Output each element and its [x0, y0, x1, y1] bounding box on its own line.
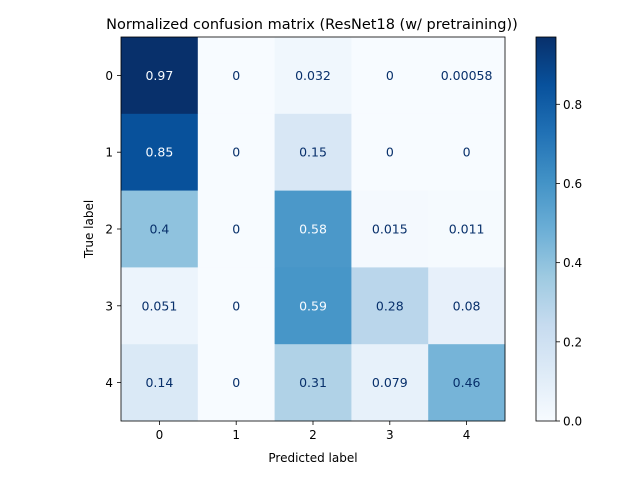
cell-value-label-4-4: 0.46	[453, 375, 481, 390]
cell-value-label-0-3: 0	[386, 68, 394, 83]
heatmap-cell-2-0	[121, 190, 199, 268]
cell-value-label-4-0: 0.14	[145, 375, 173, 390]
cell-value-label-1-3: 0	[386, 145, 394, 160]
heatmap-cell-0-4	[428, 37, 506, 115]
colorbar-tick-label-3: 0.6	[563, 177, 582, 191]
heatmap-cell-4-1	[197, 344, 275, 422]
heatmap-cell-2-3	[351, 190, 429, 268]
heatmap-cell-2-1	[197, 190, 275, 268]
heatmap-cell-3-1	[197, 267, 275, 345]
y-tick-label-2: 2	[105, 223, 113, 237]
colorbar-tick-label-0: 0.0	[563, 415, 582, 429]
heatmap-cell-labels: 0.97 0 0.032 0 0.00058 0.85 0 0.15 0 0 0.4 0 0.58 0.0…	[142, 68, 493, 390]
heatmap-cell-1-0	[121, 113, 199, 191]
heatmap-cell-0-1	[197, 37, 275, 115]
cell-value-label-1-0: 0.85	[145, 145, 173, 160]
cell-value-label-3-2: 0.59	[299, 298, 327, 313]
heatmap-cell-3-0	[121, 267, 199, 345]
heatmap-cell-0-0	[121, 37, 199, 115]
cell-value-label-0-0: 0.97	[145, 68, 173, 83]
heatmap-cell-4-2	[274, 344, 352, 422]
x-tick-label-3: 3	[386, 428, 394, 442]
y-axis-ticks: 0 1 2 3 4	[105, 69, 121, 390]
cell-value-label-2-2: 0.58	[299, 222, 327, 237]
cell-value-label-0-1: 0	[232, 68, 240, 83]
colorbar-tick-label-4: 0.8	[563, 98, 582, 112]
heatmap-cell-4-4	[428, 344, 506, 422]
x-tick-label-2: 2	[309, 428, 317, 442]
cell-value-label-3-1: 0	[232, 298, 240, 313]
cell-value-label-1-4: 0	[463, 145, 471, 160]
heatmap-cell-1-3	[351, 113, 429, 191]
heatmap-cell-3-2	[274, 267, 352, 345]
y-tick-label-4: 4	[105, 376, 113, 390]
colorbar-tick-label-1: 0.2	[563, 335, 582, 349]
y-axis-label: True label	[82, 200, 96, 259]
cell-value-label-1-1: 0	[232, 145, 240, 160]
cell-value-label-3-4: 0.08	[453, 298, 481, 313]
cell-value-label-0-4: 0.00058	[441, 68, 493, 83]
y-tick-label-3: 3	[105, 299, 113, 313]
heatmap-cell-0-2	[274, 37, 352, 115]
heatmap-cells	[121, 37, 506, 422]
y-tick-label-0: 0	[105, 69, 113, 83]
cell-value-label-2-0: 0.4	[149, 222, 169, 237]
heatmap-cell-3-4	[428, 267, 506, 345]
cell-value-label-1-2: 0.15	[299, 145, 327, 160]
heatmap-cell-1-1	[197, 113, 275, 191]
heatmap-cell-4-0	[121, 344, 199, 422]
cell-value-label-4-1: 0	[232, 375, 240, 390]
y-tick-label-1: 1	[105, 146, 113, 160]
cell-value-label-4-2: 0.31	[299, 375, 327, 390]
cell-value-label-2-1: 0	[232, 222, 240, 237]
heatmap-cell-1-4	[428, 113, 506, 191]
colorbar-tick-label-2: 0.4	[563, 256, 582, 270]
heatmap-cell-4-3	[351, 344, 429, 422]
x-tick-label-4: 4	[463, 428, 471, 442]
cell-value-label-2-4: 0.011	[449, 222, 485, 237]
cell-value-label-2-3: 0.015	[372, 222, 408, 237]
x-axis-ticks: 0 1 2 3 4	[156, 421, 471, 442]
chart-title: Normalized confusion matrix (ResNet18 (w…	[106, 17, 518, 33]
cell-value-label-4-3: 0.079	[372, 375, 408, 390]
heatmap-cell-2-4	[428, 190, 506, 268]
x-axis-label: Predicted label	[268, 451, 357, 465]
heatmap-cell-3-3	[351, 267, 429, 345]
cell-value-label-3-3: 0.28	[376, 298, 404, 313]
cell-value-label-0-2: 0.032	[295, 68, 331, 83]
heatmap-cell-2-2	[274, 190, 352, 268]
cell-value-label-3-0: 0.051	[142, 298, 178, 313]
colorbar-ticks: 0.0 0.2 0.4 0.6 0.8	[556, 98, 582, 429]
x-tick-label-0: 0	[156, 428, 164, 442]
heatmap-cell-1-2	[274, 113, 352, 191]
heatmap-cell-0-3	[351, 37, 429, 115]
colorbar	[535, 36, 557, 422]
x-tick-label-1: 1	[232, 428, 240, 442]
